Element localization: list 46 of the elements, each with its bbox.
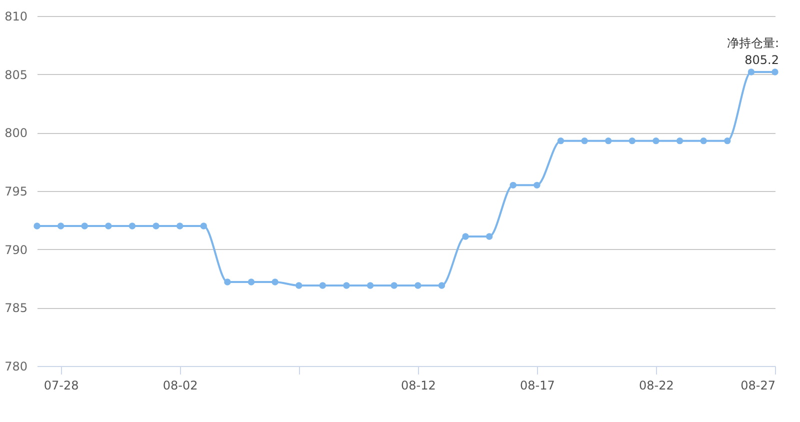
y-tick-label: 780 [4,360,28,374]
x-tick-label: 07-28 [44,378,79,392]
point [581,137,588,144]
point [486,233,493,240]
point [390,282,398,289]
point [152,222,160,230]
point [176,222,184,230]
point [605,137,612,144]
point [652,137,660,144]
x-tick-label: 08-02 [162,378,198,392]
x-tick-label: 08-12 [400,378,436,392]
point [748,68,755,76]
point [438,282,446,289]
point [224,278,231,286]
point [272,278,278,286]
point [772,68,778,76]
y-tick-label: 810 [4,10,28,24]
y-tick-label: 800 [4,126,28,140]
point [343,282,350,289]
x-tick-label: 08-17 [520,378,555,392]
point [700,137,707,144]
point [676,137,684,144]
y-tick-label: 785 [4,301,28,316]
point [534,182,540,189]
point [128,222,136,230]
point [34,222,40,230]
point [557,137,564,144]
point [414,282,422,289]
point [462,233,469,240]
point [200,222,207,230]
y-tick-label: 790 [4,242,28,257]
y-tick-label: 795 [4,184,28,198]
point [628,137,636,144]
point [81,222,88,230]
x-tick-label: 08-27 [740,378,776,392]
point [510,182,516,189]
y-tick-label: 805 [4,68,28,82]
point [105,222,112,230]
point [248,278,255,286]
annotation: 净持仓量: 805.2 [726,36,779,67]
point [296,282,302,289]
point [57,222,64,230]
point [724,137,731,144]
point [319,282,326,289]
x-tick-label: 08-22 [639,378,674,392]
point [366,282,374,289]
